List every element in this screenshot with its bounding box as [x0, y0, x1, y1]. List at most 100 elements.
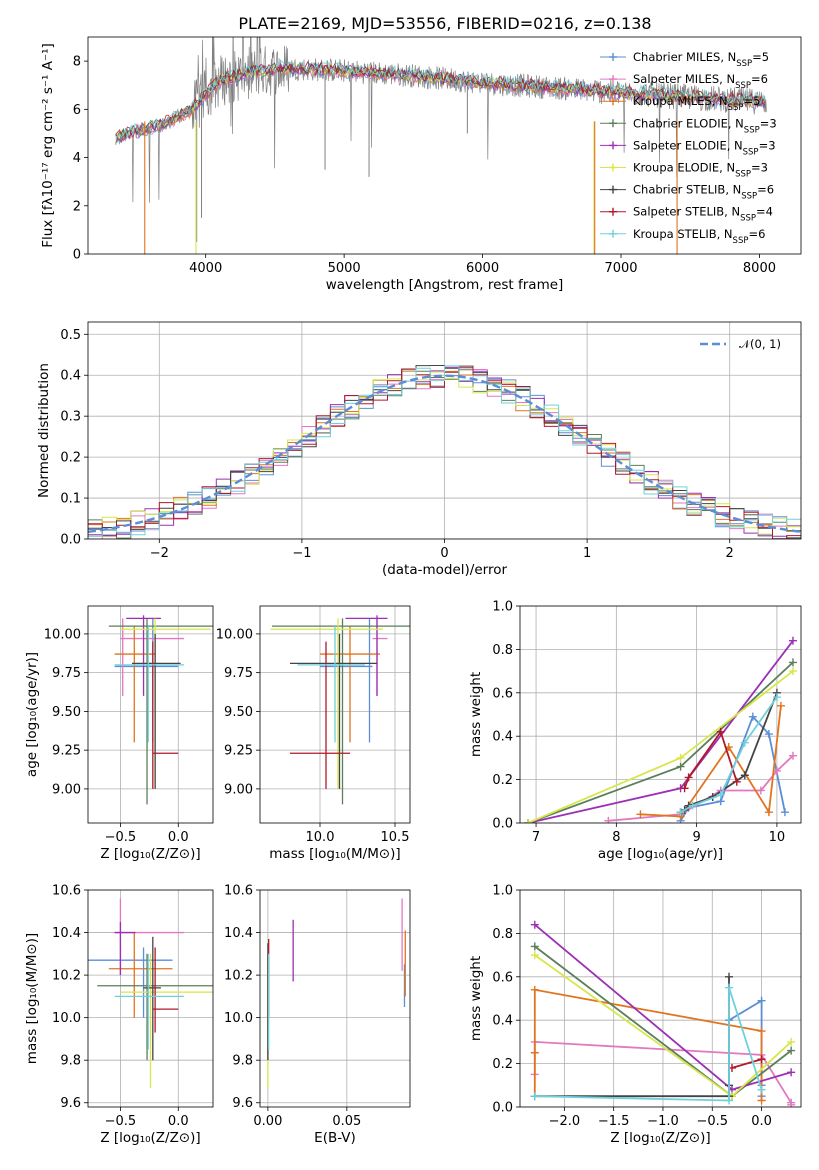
plot-area: [520, 606, 801, 823]
y-tick-label: 6: [73, 103, 81, 118]
x-tick-label: −1: [292, 546, 311, 561]
panels: 4000 5000 6000 7000 8000 0 2 4 6 8 wavelength [Ang…: [24, 36, 802, 1146]
legend-label: Kroupa ELODIE, NSSP=3: [633, 161, 768, 180]
x-tick-label: 6000: [466, 261, 499, 276]
y-axis-label: mass weight: [468, 672, 484, 757]
legend-count: =6: [751, 72, 768, 86]
point-marker: [740, 771, 749, 780]
x-tick-label: 0.0: [751, 1114, 772, 1129]
legend-subscript: SSP: [736, 59, 752, 69]
point-marker: [788, 658, 797, 667]
model-fit-line: [115, 60, 766, 140]
y-tick-label: 9.6: [60, 1096, 81, 1111]
panel-spectrum: 4000 5000 6000 7000 8000 0 2 4 6 8 wavelength [Ang…: [40, 36, 802, 293]
legend-subscript: SSP: [733, 236, 749, 246]
point-marker: [636, 810, 645, 819]
point-marker: [530, 951, 539, 960]
x-tick-label: 8000: [743, 261, 776, 276]
point-marker: [757, 1055, 766, 1064]
axes-frame: [519, 889, 802, 1108]
x-tick-label: 0: [440, 546, 448, 561]
y-tick-label: 10.0: [52, 1011, 81, 1026]
point-marker: [787, 1100, 796, 1107]
plot-area: [115, 37, 767, 254]
x-tick-label: 0.0: [168, 1114, 189, 1129]
y-tick-label: 0.6: [492, 686, 513, 701]
x-tick-label: 10.0: [306, 830, 335, 845]
x-tick-label: 8: [612, 830, 620, 845]
legend-count: =6: [757, 183, 774, 197]
point-marker: [680, 784, 689, 793]
point-marker: [530, 985, 539, 994]
point-marker: [788, 636, 797, 645]
figure-title: PLATE=2169, MJD=53556, FIBERID=0216, z=0…: [238, 14, 651, 33]
point-marker: [780, 808, 789, 817]
y-tick-label: 10.0: [224, 1011, 253, 1026]
point-marker: [757, 1027, 766, 1036]
point-marker: [764, 730, 773, 739]
point-marker: [676, 762, 685, 771]
y-tick-label: 0.2: [492, 1057, 513, 1072]
x-axis-label: mass [log₁₀(M/M⊙)]: [269, 846, 400, 862]
legend-label: Salpeter STELIB, NSSP=4: [633, 205, 773, 224]
point-marker: [530, 1048, 539, 1057]
point-marker: [676, 808, 685, 817]
axes-frame: [87, 889, 214, 1108]
weight-series-line: [683, 729, 738, 789]
y-tick-label: 10.6: [52, 884, 81, 899]
point-marker: [732, 777, 741, 786]
y-tick-label: 0.0: [492, 817, 513, 832]
axes-frame: [87, 605, 214, 824]
x-axis-label: Z [log₁₀(Z/Z⊙)]: [100, 1130, 200, 1146]
y-tick-label: 1.0: [492, 884, 513, 899]
point-marker: [609, 141, 617, 150]
point-marker: [530, 1092, 539, 1101]
legend-count: =5: [752, 50, 769, 64]
plot-area: [88, 890, 213, 1107]
point-marker: [764, 808, 773, 817]
point-marker: [787, 1046, 796, 1055]
x-tick-label: 7000: [604, 261, 637, 276]
y-tick-label: 0.2: [492, 773, 513, 788]
point-marker: [772, 693, 781, 702]
plot-area: [88, 322, 801, 539]
plot-area: [260, 890, 410, 1107]
point-marker: [530, 942, 539, 951]
legend-label: Chabrier MILES, NSSP=5: [633, 50, 769, 69]
y-tick-label: 0.6: [492, 970, 513, 985]
y-tick-label: 9.25: [224, 744, 253, 759]
legend-label: Kroupa STELIB, NSSP=6: [633, 227, 765, 246]
legend-label: Chabrier STELIB, NSSP=6: [633, 183, 774, 202]
y-tick-label: 9.50: [224, 705, 253, 720]
y-tick-label: 9.00: [52, 782, 81, 797]
y-tick-label: 9.8: [232, 1054, 253, 1069]
point-marker: [676, 753, 685, 762]
axes-frame: [519, 605, 802, 824]
y-tick-label: 10.2: [52, 969, 81, 984]
x-tick-label: 10: [769, 830, 786, 845]
y-tick-label: 0: [73, 248, 81, 263]
point-marker: [609, 119, 617, 128]
axes-frame: [87, 321, 802, 540]
x-tick-label: 9: [692, 830, 700, 845]
point-marker: [787, 1068, 796, 1077]
panel-mass_vs_z: −0.5 0.0 9.6 9.8 10.0 10.2 10.4 10.6 Z [log₁₀(Z/…: [24, 884, 214, 1146]
x-axis-label: age [log₁₀(age/yr)]: [598, 846, 723, 862]
x-axis-label: (data-model)/error: [382, 562, 508, 578]
point-marker: [757, 996, 766, 1005]
point-marker: [524, 819, 533, 823]
point-marker: [748, 712, 757, 721]
model-fit-line: [115, 61, 766, 137]
x-axis-label: Z [log₁₀(Z/Z⊙)]: [100, 846, 200, 862]
legend-subscript: SSP: [744, 125, 760, 135]
y-tick-label: 4: [73, 151, 81, 166]
y-tick-label: 1.0: [492, 600, 513, 615]
point-marker: [757, 1096, 766, 1105]
x-tick-label: 10.5: [381, 830, 410, 845]
point-marker: [609, 97, 617, 106]
y-tick-label: 0.4: [492, 1014, 513, 1029]
point-marker: [530, 920, 539, 929]
x-tick-label: 5000: [328, 261, 361, 276]
